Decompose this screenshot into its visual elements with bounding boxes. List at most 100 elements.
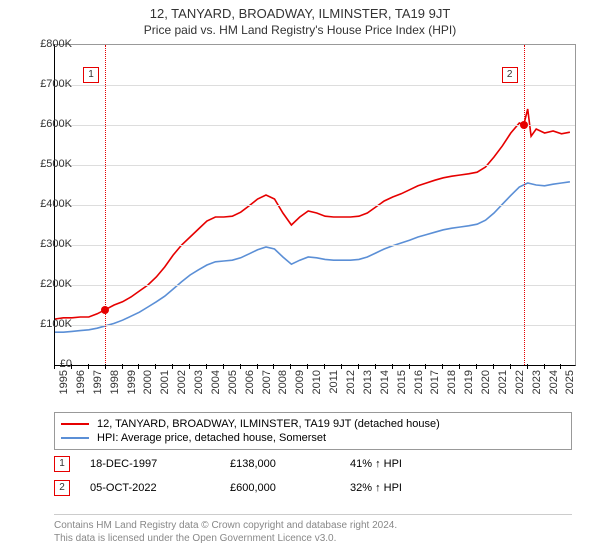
x-tick-mark (341, 364, 342, 369)
x-tick-mark (307, 364, 308, 369)
legend-label: HPI: Average price, detached house, Some… (97, 432, 326, 444)
sale-date: 05-OCT-2022 (90, 482, 230, 494)
legend-label: 12, TANYARD, BROADWAY, ILMINSTER, TA19 9… (97, 418, 440, 430)
x-tick-mark (257, 364, 258, 369)
x-tick-label: 2001 (159, 370, 171, 394)
x-tick-label: 2011 (328, 370, 340, 394)
x-tick-mark (392, 364, 393, 369)
sale-vline (105, 45, 106, 365)
x-tick-label: 2014 (379, 370, 391, 394)
y-tick-label: £100K (40, 318, 72, 330)
x-tick-mark (560, 364, 561, 369)
x-tick-mark (105, 364, 106, 369)
sale-row: 2 05-OCT-2022£600,00032% ↑ HPI (54, 476, 572, 500)
gridline (55, 125, 575, 126)
legend-swatch (61, 423, 89, 425)
y-tick-label: £800K (40, 38, 72, 50)
sale-date: 18-DEC-1997 (90, 458, 230, 470)
attribution-footer: Contains HM Land Registry data © Crown c… (54, 514, 572, 545)
gridline (55, 285, 575, 286)
sale-row-marker: 2 (54, 480, 70, 496)
x-tick-label: 1996 (75, 370, 87, 394)
x-tick-mark (409, 364, 410, 369)
chart-subtitle: Price paid vs. HM Land Registry's House … (0, 21, 600, 41)
legend-item: HPI: Average price, detached house, Some… (61, 431, 565, 445)
x-tick-mark (358, 364, 359, 369)
x-tick-label: 1998 (109, 370, 121, 394)
x-tick-mark (240, 364, 241, 369)
x-tick-mark (493, 364, 494, 369)
y-tick-label: £600K (40, 118, 72, 130)
x-tick-label: 1999 (126, 370, 138, 394)
x-tick-label: 2024 (548, 370, 560, 394)
x-tick-mark (88, 364, 89, 369)
sale-price: £600,000 (230, 482, 350, 494)
y-tick-label: £500K (40, 158, 72, 170)
x-tick-label: 2023 (531, 370, 543, 394)
x-tick-mark (172, 364, 173, 369)
y-tick-label: £700K (40, 78, 72, 90)
sale-marker-box: 2 (502, 67, 518, 83)
x-tick-mark (324, 364, 325, 369)
x-tick-label: 2013 (362, 370, 374, 394)
sale-vline (524, 45, 525, 365)
x-tick-mark (425, 364, 426, 369)
gridline (55, 325, 575, 326)
x-tick-label: 2019 (463, 370, 475, 394)
x-tick-label: 2022 (514, 370, 526, 394)
x-tick-label: 2008 (277, 370, 289, 394)
gridline (55, 165, 575, 166)
x-tick-mark (375, 364, 376, 369)
x-tick-mark (189, 364, 190, 369)
plot-area: 12 (54, 44, 576, 366)
sale-delta: 32% ↑ HPI (350, 482, 470, 494)
x-tick-label: 2020 (480, 370, 492, 394)
x-tick-mark (223, 364, 224, 369)
sale-row-marker: 1 (54, 456, 70, 472)
x-tick-mark (527, 364, 528, 369)
x-tick-mark (71, 364, 72, 369)
x-tick-mark (206, 364, 207, 369)
legend-swatch (61, 437, 89, 439)
x-tick-mark (122, 364, 123, 369)
x-tick-label: 1997 (92, 370, 104, 394)
legend-item: 12, TANYARD, BROADWAY, ILMINSTER, TA19 9… (61, 417, 565, 431)
x-tick-mark (459, 364, 460, 369)
sale-row: 1 18-DEC-1997£138,00041% ↑ HPI (54, 452, 572, 476)
x-tick-label: 2000 (142, 370, 154, 394)
gridline (55, 85, 575, 86)
x-tick-mark (138, 364, 139, 369)
legend: 12, TANYARD, BROADWAY, ILMINSTER, TA19 9… (54, 412, 572, 450)
x-tick-label: 2016 (413, 370, 425, 394)
x-tick-mark (510, 364, 511, 369)
sales-table: 1 18-DEC-1997£138,00041% ↑ HPI 2 05-OCT-202… (54, 452, 572, 500)
x-tick-label: 2003 (193, 370, 205, 394)
x-tick-mark (544, 364, 545, 369)
y-tick-label: £300K (40, 238, 72, 250)
x-tick-label: 2005 (227, 370, 239, 394)
gridline (55, 205, 575, 206)
chart-title: 12, TANYARD, BROADWAY, ILMINSTER, TA19 9… (0, 0, 600, 21)
x-tick-label: 2002 (176, 370, 188, 394)
sale-price: £138,000 (230, 458, 350, 470)
x-tick-mark (476, 364, 477, 369)
gridline (55, 245, 575, 246)
x-tick-mark (54, 364, 55, 369)
x-tick-label: 2015 (396, 370, 408, 394)
x-tick-label: 2025 (564, 370, 576, 394)
sale-dot (520, 121, 528, 129)
y-tick-label: £200K (40, 278, 72, 290)
x-tick-label: 2012 (345, 370, 357, 394)
x-tick-label: 2006 (244, 370, 256, 394)
x-tick-mark (442, 364, 443, 369)
x-tick-mark (273, 364, 274, 369)
sale-marker-box: 1 (83, 67, 99, 83)
x-tick-label: 2018 (446, 370, 458, 394)
footer-line-1: Contains HM Land Registry data © Crown c… (54, 519, 572, 532)
footer-line-2: This data is licensed under the Open Gov… (54, 532, 572, 545)
x-tick-label: 2010 (311, 370, 323, 394)
x-tick-label: 2009 (294, 370, 306, 394)
sale-delta: 41% ↑ HPI (350, 458, 470, 470)
sale-dot (101, 306, 109, 314)
x-tick-label: 1995 (58, 370, 70, 394)
